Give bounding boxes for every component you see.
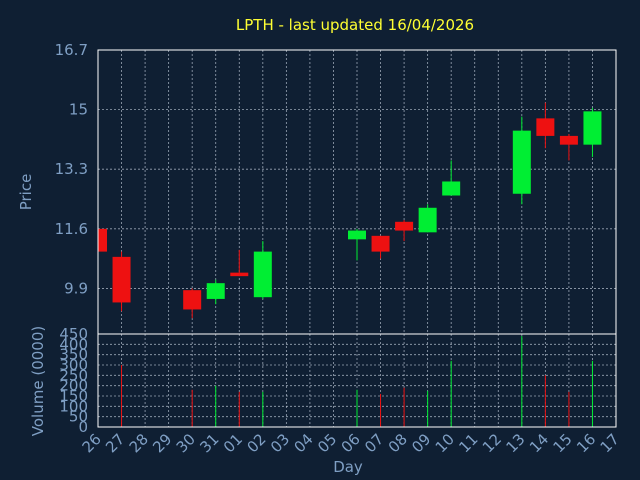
candle-body [536, 118, 555, 136]
candle-body [512, 130, 531, 194]
x-tick-label: 15 [550, 430, 576, 456]
price-tick-labels: 9.9 11.6 13.3 15 16.7 [55, 41, 88, 297]
x-tick-label: 17 [597, 430, 623, 456]
candle [418, 204, 437, 233]
volume-panel-frame [97, 333, 617, 428]
candle-body [418, 207, 437, 233]
price-tick-label: 11.6 [55, 220, 88, 238]
x-tick-label: 11 [455, 430, 481, 456]
volume-tick-label: 250 [59, 366, 88, 384]
candle [442, 160, 461, 196]
volume-tick-label: 150 [59, 387, 88, 405]
candle [559, 134, 578, 161]
candlesticks [97, 102, 602, 319]
price-tick-label: 13.3 [55, 160, 88, 178]
x-tick-label: 02 [243, 430, 269, 456]
price-tick-label: 15 [69, 101, 88, 119]
candle-body [112, 256, 131, 303]
price-axis-label: Price [17, 174, 35, 211]
price-tick-label: 16.7 [55, 41, 88, 59]
x-tick-label: 06 [338, 430, 364, 456]
x-axis-label: Day [333, 458, 363, 476]
x-tick-labels: 2627282930310102030405060708091011121314… [79, 430, 623, 456]
candle [348, 228, 366, 261]
x-tick-label: 08 [385, 430, 411, 456]
volume-tick-label: 350 [59, 346, 88, 364]
candle-body [559, 135, 578, 145]
candle [230, 249, 249, 277]
volume-tick-label: 200 [59, 377, 88, 395]
x-tick-label: 10 [432, 430, 458, 456]
x-tick-label: 05 [314, 430, 340, 456]
x-tick-label: 09 [408, 430, 434, 456]
candle-body [442, 181, 461, 196]
price-tick-label: 9.9 [64, 279, 88, 297]
candle-body [395, 221, 414, 231]
volume-tick-label: 50 [69, 408, 88, 426]
x-tick-label: 12 [479, 430, 505, 456]
candle-body [371, 235, 390, 252]
x-tick-label: 04 [291, 430, 317, 456]
x-tick-label: 07 [361, 430, 387, 456]
candle-body [206, 283, 225, 299]
candle [97, 228, 107, 252]
x-tick-label: 30 [173, 430, 199, 456]
candle-body [230, 272, 249, 277]
x-tick-label: 28 [126, 430, 152, 456]
candle [253, 241, 272, 299]
x-tick-label: 01 [220, 430, 246, 456]
candle [536, 102, 555, 149]
price-grid [98, 49, 616, 334]
candle [371, 235, 390, 259]
candle-body [583, 111, 602, 145]
x-tick-label: 29 [149, 430, 175, 456]
volume-tick-label: 300 [59, 356, 88, 374]
candle-body [98, 228, 107, 252]
candle [112, 251, 131, 312]
candle-body [183, 290, 202, 310]
volume-tick-label: 450 [59, 325, 88, 343]
volume-bars [121, 336, 593, 427]
x-tick-label: 13 [502, 430, 528, 456]
volume-tick-label: 0 [78, 418, 88, 436]
volume-tick-label: 400 [59, 335, 88, 353]
x-tick-label: 31 [196, 430, 222, 456]
candle [512, 116, 531, 205]
candle-body [348, 230, 366, 240]
candle [183, 288, 202, 319]
volume-tick-label: 100 [59, 397, 88, 415]
candle [206, 279, 225, 305]
x-tick-label: 14 [526, 430, 552, 456]
x-tick-label: 03 [267, 430, 293, 456]
candle [583, 107, 602, 157]
x-tick-label: 27 [102, 430, 128, 456]
x-tick-label: 16 [573, 430, 599, 456]
candle-body [253, 251, 272, 298]
candle [395, 220, 414, 242]
chart-title: LPTH - last updated 16/04/2026 [236, 16, 474, 34]
volume-axis-label: Volume (0000) [29, 326, 47, 436]
